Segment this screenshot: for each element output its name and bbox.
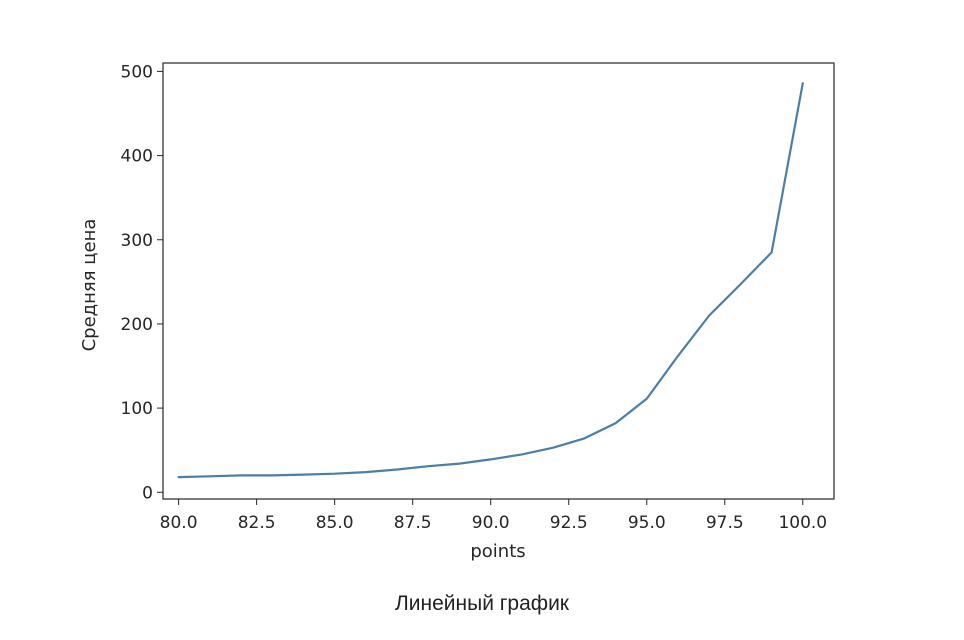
y-tick-label: 300 xyxy=(121,231,153,251)
x-tick-label: 97.5 xyxy=(706,513,744,533)
x-tick-label: 90.0 xyxy=(472,513,510,533)
series-line xyxy=(177,82,804,479)
y-tick-label: 100 xyxy=(121,399,153,419)
chart-caption: Линейный график xyxy=(395,592,569,615)
x-tick-label: 87.5 xyxy=(394,513,432,533)
x-tick-label: 100.0 xyxy=(778,513,827,533)
x-tick-label: 85.0 xyxy=(316,513,354,533)
x-tick-label: 92.5 xyxy=(550,513,588,533)
x-tick-label: 95.0 xyxy=(628,513,666,533)
x-axis-ticks: 80.0 82.5 85.0 87.5 90.0 92.5 95.0 97.5 100.0 xyxy=(160,499,827,533)
x-tick-label: 82.5 xyxy=(238,513,276,533)
y-axis-label: Средняя цена xyxy=(79,219,100,352)
y-axis-ticks: 0 100 200 300 400 500 xyxy=(121,62,163,503)
plot-area xyxy=(162,62,835,500)
x-axis-label: points xyxy=(470,541,525,562)
y-tick-label: 0 xyxy=(142,483,153,503)
y-tick-label: 200 xyxy=(121,315,153,335)
y-tick-label: 400 xyxy=(121,147,153,167)
x-tick-label: 80.0 xyxy=(160,513,198,533)
y-tick-label: 500 xyxy=(121,62,153,82)
